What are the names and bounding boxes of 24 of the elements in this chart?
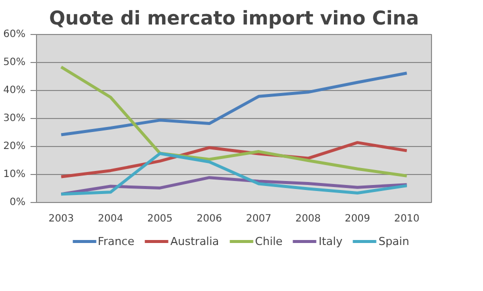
x-tick-label: 2005: [147, 214, 173, 224]
y-tick-label: 40%: [3, 85, 26, 96]
y-tick-label: 20%: [3, 141, 26, 152]
legend-label: Italy: [318, 234, 342, 248]
x-tick-label: 2007: [246, 214, 272, 224]
y-tick-label: 50%: [3, 57, 26, 68]
legend-label: Chile: [255, 234, 283, 248]
chart-title: Quote di mercato import vino Cina: [49, 8, 419, 30]
x-tick-label: 2004: [98, 214, 124, 224]
y-tick-label: 10%: [3, 169, 26, 180]
x-tick-label: 2009: [344, 214, 370, 224]
legend-label: Spain: [378, 234, 410, 248]
y-tick-label: 60%: [3, 29, 26, 40]
line-series: [60, 72, 408, 136]
line-series: [60, 65, 408, 178]
line-series: [60, 152, 408, 196]
legend-label: France: [98, 234, 134, 248]
x-tick-label: 2008: [295, 214, 321, 224]
x-tick-label: 2003: [48, 214, 74, 224]
legend-label: Australia: [170, 234, 220, 248]
y-tick-label: 0%: [10, 197, 26, 208]
x-tick-label: 2010: [394, 214, 420, 224]
y-tick-label: 30%: [3, 113, 26, 124]
x-tick-label: 2006: [196, 214, 222, 224]
